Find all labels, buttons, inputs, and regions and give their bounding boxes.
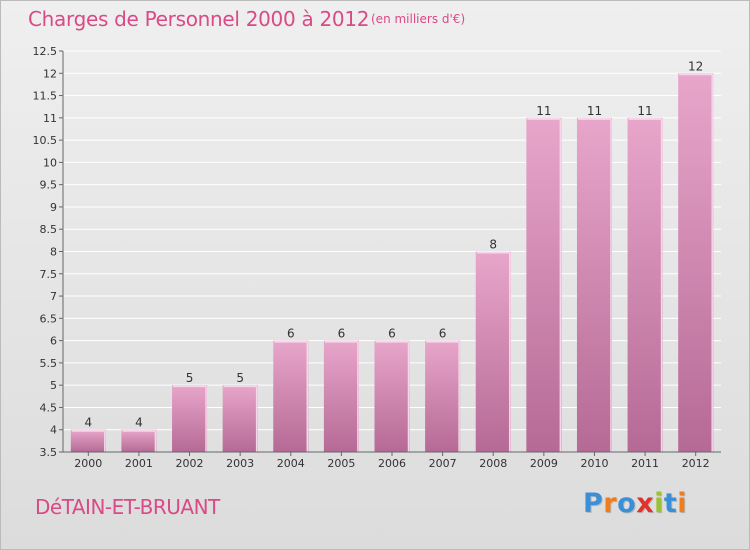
bar-value-label: 6 <box>338 327 346 341</box>
y-tick-label: 5 <box>50 379 57 392</box>
bar <box>172 385 208 452</box>
x-tick-label: 2001 <box>125 457 153 470</box>
y-tick-label: 12 <box>43 67 57 80</box>
y-tick-label: 7 <box>50 290 57 303</box>
x-tick-label: 2000 <box>74 457 102 470</box>
axes: 3.5 4 4.5 5 5.5 6 6.5 7 7.5 8 8.5 9 9.5 10 10.5 11 11.5 1… <box>33 45 721 470</box>
logo-letter: P <box>583 488 604 519</box>
x-tick-label: 2009 <box>530 457 558 470</box>
bar <box>273 340 309 452</box>
bar <box>374 340 410 452</box>
y-tick-label: 8 <box>50 246 57 259</box>
bar-value-label: 8 <box>489 238 497 252</box>
logo-letter: t <box>663 488 678 519</box>
bar-value-label: 11 <box>536 104 551 118</box>
bar <box>70 429 106 452</box>
y-tick-label: 10.5 <box>33 134 58 147</box>
y-tick-label: 11.5 <box>33 90 58 103</box>
x-tick-label: 2012 <box>682 457 710 470</box>
y-tick-label: 6.5 <box>40 312 58 325</box>
bar <box>121 429 157 452</box>
bar <box>475 251 511 452</box>
chart-title: Charges de Personnel 2000 à 2012 <box>28 7 370 31</box>
y-tick-label: 3.5 <box>40 446 58 459</box>
x-tick-label: 2002 <box>176 457 204 470</box>
x-tick-label: 2007 <box>429 457 457 470</box>
bar <box>576 117 612 452</box>
y-tick-label: 9 <box>50 201 57 214</box>
bar <box>222 385 258 452</box>
y-tick-label: 8.5 <box>40 223 58 236</box>
y-tick-label: 10 <box>43 156 57 169</box>
proxiti-logo[interactable]: Proxiti <box>583 488 687 519</box>
bars: 4 4 5 5 6 6 6 6 8 11 11 11 12 <box>70 59 714 453</box>
logo-letter: o <box>617 488 637 519</box>
logo-letter: i <box>677 488 688 519</box>
bar-value-label: 11 <box>587 104 602 118</box>
x-tick-label: 2008 <box>479 457 507 470</box>
x-tick-label: 2010 <box>580 457 608 470</box>
y-tick-label: 5.5 <box>40 357 58 370</box>
bar-value-label: 6 <box>388 327 396 341</box>
bar <box>425 340 461 452</box>
bar <box>678 73 714 453</box>
y-tick-label: 11 <box>43 112 57 125</box>
bar <box>323 340 359 452</box>
y-tick-label: 12.5 <box>33 45 58 58</box>
bar <box>627 117 663 452</box>
y-tick-label: 9.5 <box>40 179 58 192</box>
y-tick-label: 6 <box>50 335 57 348</box>
bar-value-label: 12 <box>688 59 703 73</box>
x-tick-label: 2005 <box>327 457 355 470</box>
bar-value-label: 11 <box>637 104 652 118</box>
y-tick-label: 4.5 <box>40 401 58 414</box>
logo-letter: x <box>636 488 655 519</box>
y-tick-label: 7.5 <box>40 268 58 281</box>
y-tick-label: 4 <box>50 424 57 437</box>
bar-value-label: 5 <box>186 371 194 385</box>
x-tick-label: 2011 <box>631 457 659 470</box>
bar-value-label: 4 <box>135 416 143 430</box>
bar-value-label: 6 <box>287 327 295 341</box>
x-tick-label: 2003 <box>226 457 254 470</box>
bar-value-label: 5 <box>236 371 244 385</box>
commune-name: DéTAIN-ET-BRUANT <box>35 495 220 519</box>
bar <box>526 117 562 452</box>
chart-unit: (en milliers d'€) <box>371 12 466 26</box>
x-tick-label: 2006 <box>378 457 406 470</box>
x-tick-label: 2004 <box>277 457 305 470</box>
logo-letter: r <box>603 488 618 519</box>
bar-value-label: 6 <box>439 327 447 341</box>
bar-value-label: 4 <box>84 416 92 430</box>
logo-letter: i <box>654 488 664 519</box>
